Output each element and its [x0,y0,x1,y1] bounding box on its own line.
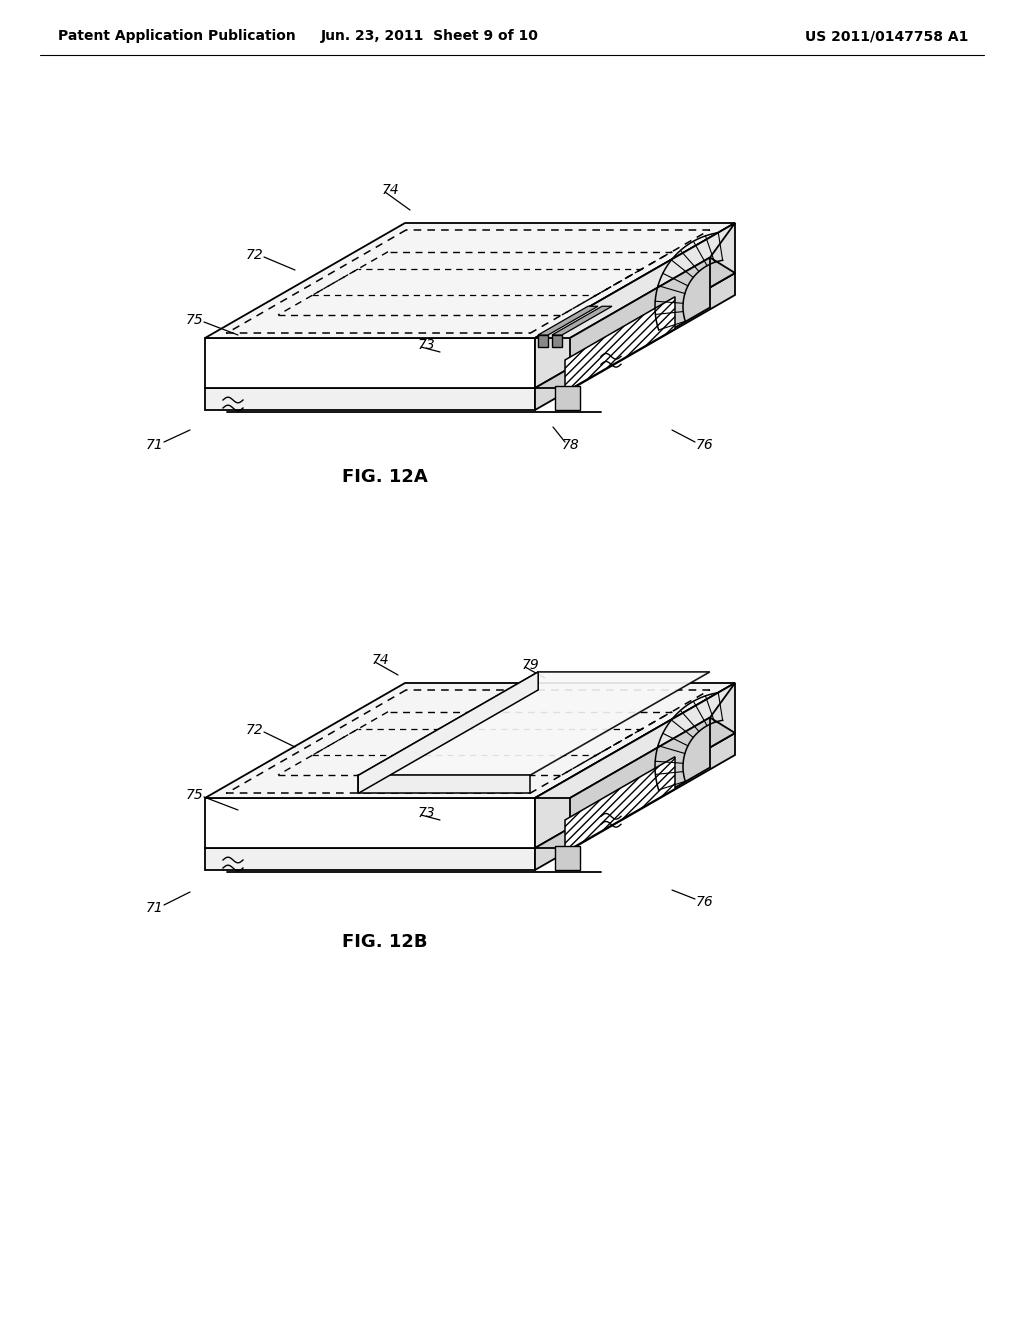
Text: 76: 76 [696,438,714,451]
Text: 78: 78 [562,438,580,451]
Text: 74: 74 [382,183,399,197]
Text: 71: 71 [145,902,163,915]
Polygon shape [535,223,735,388]
Polygon shape [358,775,529,793]
Polygon shape [358,672,710,775]
Text: 73: 73 [418,807,436,820]
Polygon shape [570,718,710,847]
Text: FIG. 12A: FIG. 12A [342,469,428,486]
Polygon shape [535,733,735,870]
Polygon shape [555,846,580,870]
Text: FIG. 12B: FIG. 12B [342,933,428,950]
Polygon shape [205,733,735,847]
Polygon shape [565,297,675,392]
Polygon shape [535,682,735,847]
Text: 74: 74 [372,653,390,667]
Text: 72: 72 [246,248,263,261]
Polygon shape [555,385,580,411]
Polygon shape [535,223,735,338]
Polygon shape [205,847,535,870]
Text: 77: 77 [682,257,699,272]
Polygon shape [565,756,675,851]
Text: 75: 75 [185,313,203,327]
Polygon shape [535,682,735,799]
Polygon shape [205,223,735,338]
Text: 71: 71 [145,438,163,451]
Polygon shape [535,257,735,388]
Text: 79: 79 [522,657,540,672]
Polygon shape [535,718,735,847]
Polygon shape [358,672,539,793]
Polygon shape [205,682,735,799]
Polygon shape [538,306,598,335]
Text: 73: 73 [418,338,436,352]
Text: 72: 72 [246,723,263,737]
Text: 76: 76 [696,895,714,909]
Polygon shape [205,338,535,388]
Text: US 2011/0147758 A1: US 2011/0147758 A1 [805,29,968,44]
Polygon shape [205,273,735,388]
Polygon shape [205,799,535,847]
Text: Jun. 23, 2011  Sheet 9 of 10: Jun. 23, 2011 Sheet 9 of 10 [322,29,539,44]
Polygon shape [552,306,612,335]
Polygon shape [570,257,710,388]
Polygon shape [205,388,535,411]
Text: 75: 75 [185,788,203,803]
Text: Patent Application Publication: Patent Application Publication [58,29,296,44]
Polygon shape [538,335,548,347]
Polygon shape [535,273,735,411]
Polygon shape [552,335,562,347]
